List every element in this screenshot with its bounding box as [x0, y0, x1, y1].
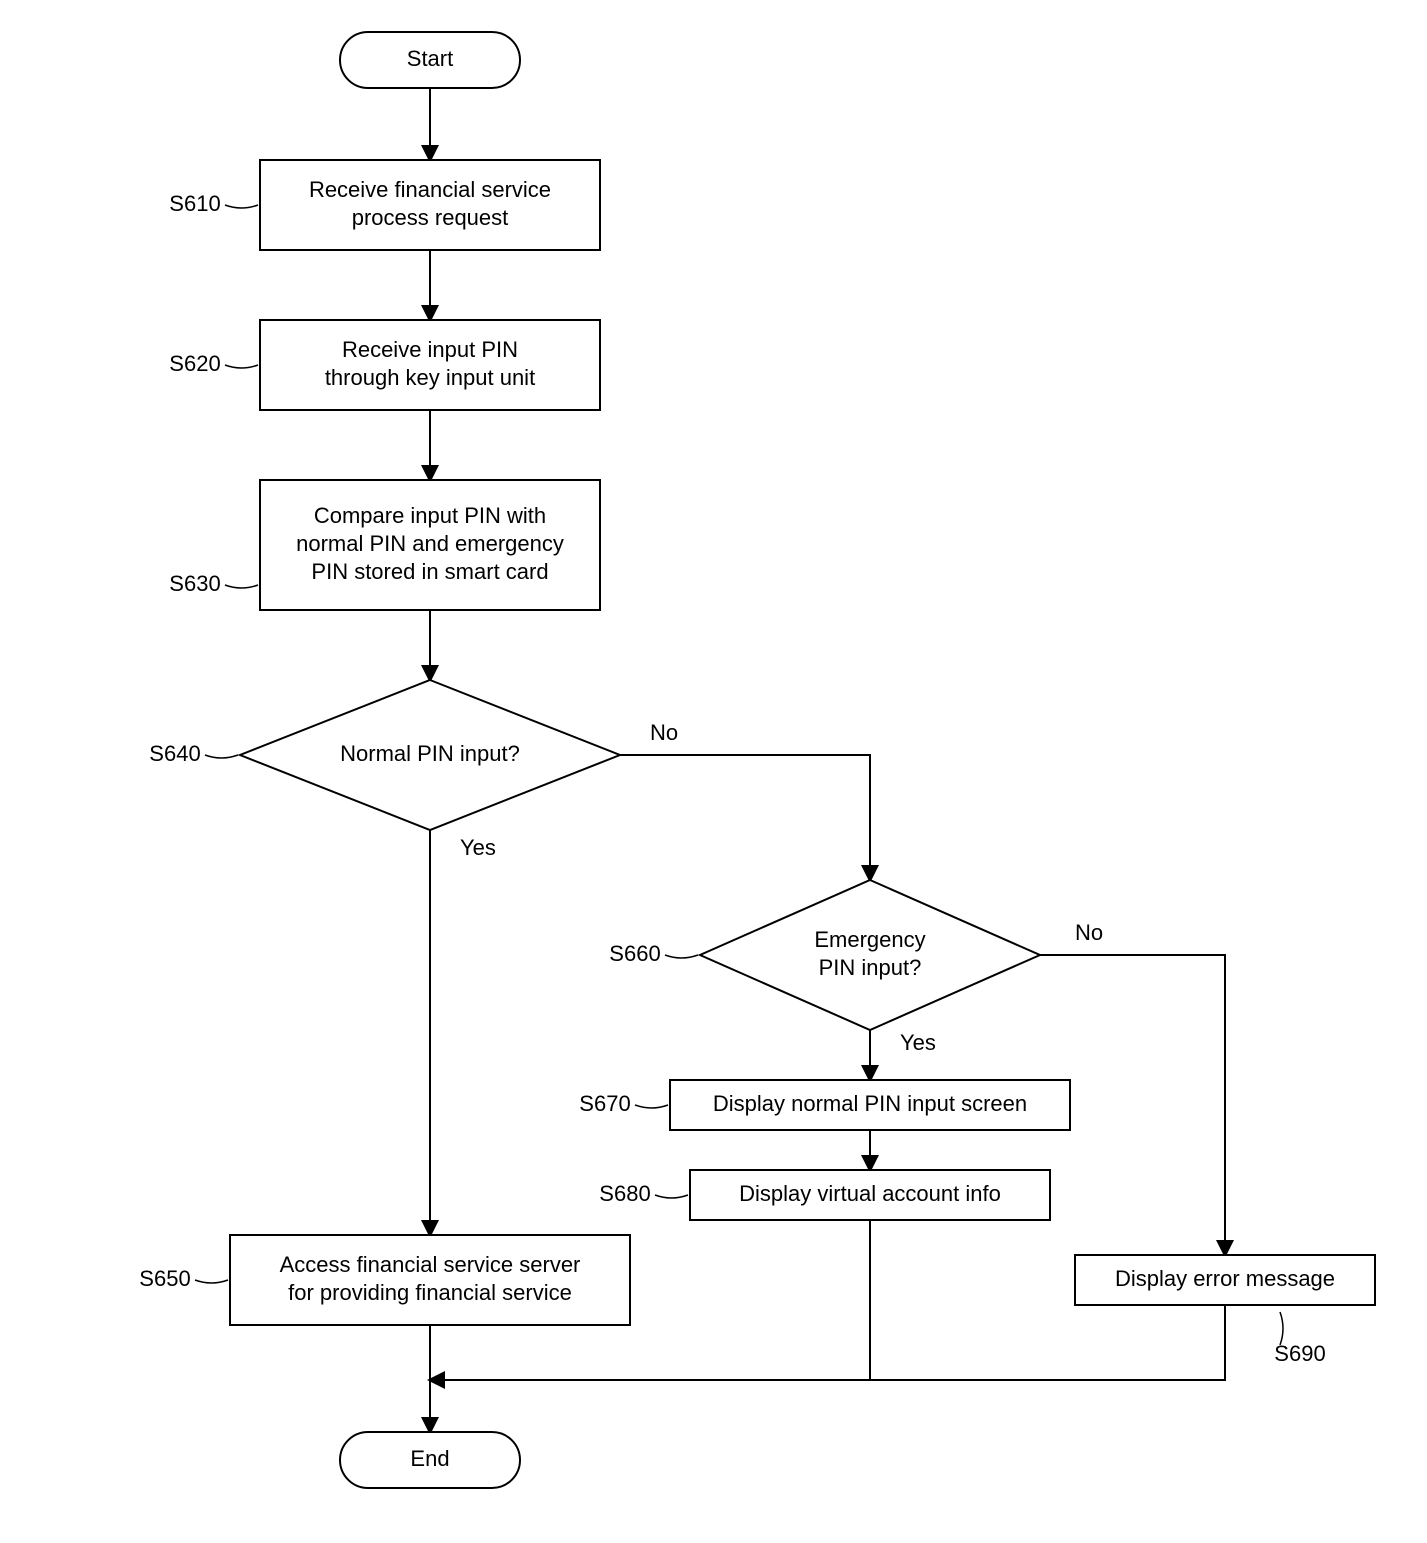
node-s630: Compare input PIN with normal PIN and eme…	[260, 480, 600, 610]
step-label-s640: S640	[149, 741, 200, 766]
step-label-s620: S620	[169, 351, 220, 376]
step-tick-s640	[205, 755, 238, 758]
node-text-start-0: Start	[407, 46, 453, 71]
edge-label-6: Yes	[900, 1030, 936, 1055]
node-s690: Display error message	[1075, 1255, 1375, 1305]
node-text-s670-0: Display normal PIN input screen	[713, 1091, 1027, 1116]
node-text-s630-1: normal PIN and emergency	[296, 531, 564, 556]
node-text-s610-0: Receive financial service	[309, 177, 551, 202]
node-text-s690-0: Display error message	[1115, 1266, 1335, 1291]
step-label-s660: S660	[609, 941, 660, 966]
step-tick-s680	[655, 1195, 688, 1198]
node-s670: Display normal PIN input screen	[670, 1080, 1070, 1130]
step-label-s680: S680	[599, 1181, 650, 1206]
step-label-s690: S690	[1274, 1341, 1325, 1366]
step-tick-s610	[225, 205, 258, 208]
node-text-s620-1: through key input unit	[325, 365, 535, 390]
node-text-s650-1: for providing financial service	[288, 1280, 572, 1305]
step-tick-s630	[225, 585, 258, 588]
node-s680: Display virtual account info	[690, 1170, 1050, 1220]
node-s610: Receive financial service process request	[260, 160, 600, 250]
node-text-s640-0: Normal PIN input?	[340, 741, 520, 766]
edge-label-4: Yes	[460, 835, 496, 860]
step-label-s630: S630	[169, 571, 220, 596]
step-label-s650: S650	[139, 1266, 190, 1291]
node-start: Start	[340, 32, 520, 88]
flowchart-svg: Yes No Yes No Start Receive financial servic…	[0, 0, 1427, 1543]
step-label-s610: S610	[169, 191, 220, 216]
node-text-s630-2: PIN stored in smart card	[311, 559, 548, 584]
node-text-s660-0: Emergency	[814, 927, 925, 952]
node-text-s620-0: Receive input PIN	[342, 337, 518, 362]
node-text-s660-1: PIN input?	[819, 955, 922, 980]
node-s640: Normal PIN input?	[240, 680, 620, 830]
step-tick-s620	[225, 365, 258, 368]
edge-label-8: No	[1075, 920, 1103, 945]
step-tick-s670	[635, 1105, 668, 1108]
node-end: End	[340, 1432, 520, 1488]
node-text-s630-0: Compare input PIN with	[314, 503, 546, 528]
edge-label-5: No	[650, 720, 678, 745]
node-text-s610-1: process request	[352, 205, 509, 230]
node-text-end-0: End	[410, 1446, 449, 1471]
step-label-s670: S670	[579, 1091, 630, 1116]
step-tick-s660	[665, 955, 698, 958]
node-s650: Access financial service server for provi…	[230, 1235, 630, 1325]
node-text-s680-0: Display virtual account info	[739, 1181, 1001, 1206]
step-tick-s650	[195, 1280, 228, 1283]
node-text-s650-0: Access financial service server	[280, 1252, 581, 1277]
edge-5	[620, 755, 870, 880]
node-s660: Emergency PIN input?	[700, 880, 1040, 1030]
node-s620: Receive input PIN through key input unit	[260, 320, 600, 410]
